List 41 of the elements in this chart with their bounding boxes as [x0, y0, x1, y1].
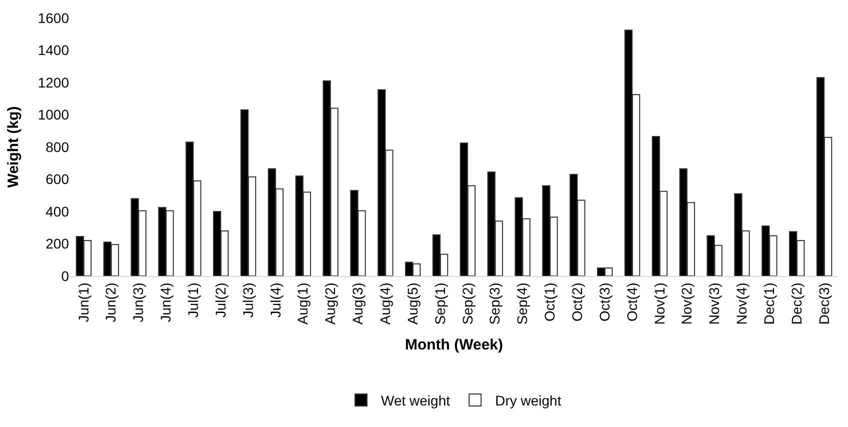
x-tick-label: Jul(2): [212, 282, 228, 318]
legend-label: Dry weight: [495, 392, 562, 408]
y-tick-label: 1600: [38, 10, 70, 26]
x-tick-label: Aug(1): [294, 282, 311, 325]
y-tick-label: 0: [61, 268, 70, 284]
x-tick-label: Jul(3): [240, 282, 256, 318]
y-tick-label: 600: [46, 171, 70, 188]
x-tick-label: Jun(2): [102, 282, 119, 322]
x-tick-label: Nov(3): [706, 282, 722, 325]
x-tick-label: Dec(1): [760, 282, 777, 325]
y-tick-label: 200: [46, 236, 70, 252]
x-tick-label: Oct(3): [596, 282, 612, 322]
y-tick-label: 1400: [38, 42, 70, 58]
x-tick-label: Jun(3): [130, 282, 146, 322]
x-tick-label: Jul(4): [267, 282, 284, 318]
x-tick-label: Dec(2): [788, 282, 804, 325]
x-tick-label: Oct(1): [542, 282, 558, 322]
x-tick-label: Sep(2): [459, 282, 476, 325]
x-tick-label: Aug(4): [376, 282, 393, 325]
legend-label: Wet weight: [381, 392, 450, 408]
y-tick-label: 1000: [38, 106, 70, 123]
x-tick-label: Jul(1): [184, 282, 201, 318]
y-tick-label: 1200: [38, 74, 70, 90]
x-tick-label: Nov(2): [678, 282, 695, 325]
x-tick-label: Aug(3): [350, 282, 366, 325]
x-tick-label: Sep(1): [432, 282, 448, 325]
y-axis-title: Weight (kg): [5, 106, 22, 188]
x-tick-label: Sep(3): [486, 282, 503, 325]
x-tick-label: Dec(3): [816, 282, 832, 325]
x-tick-label: Aug(5): [404, 282, 420, 325]
x-axis-title: Month (Week): [404, 336, 504, 354]
x-tick-label: Nov(4): [734, 282, 750, 325]
x-tick-label: Jun(1): [75, 282, 92, 322]
x-tick-label: Aug(2): [322, 282, 338, 325]
x-tick-label: Oct(4): [624, 282, 640, 322]
y-tick-label: 400: [46, 203, 70, 220]
x-tick-label: Nov(1): [651, 282, 668, 325]
y-tick-label: 800: [46, 138, 70, 155]
x-tick-label: Sep(4): [514, 282, 530, 325]
x-tick-label: Jun(4): [158, 282, 174, 322]
x-tick-label: Oct(2): [568, 282, 585, 322]
